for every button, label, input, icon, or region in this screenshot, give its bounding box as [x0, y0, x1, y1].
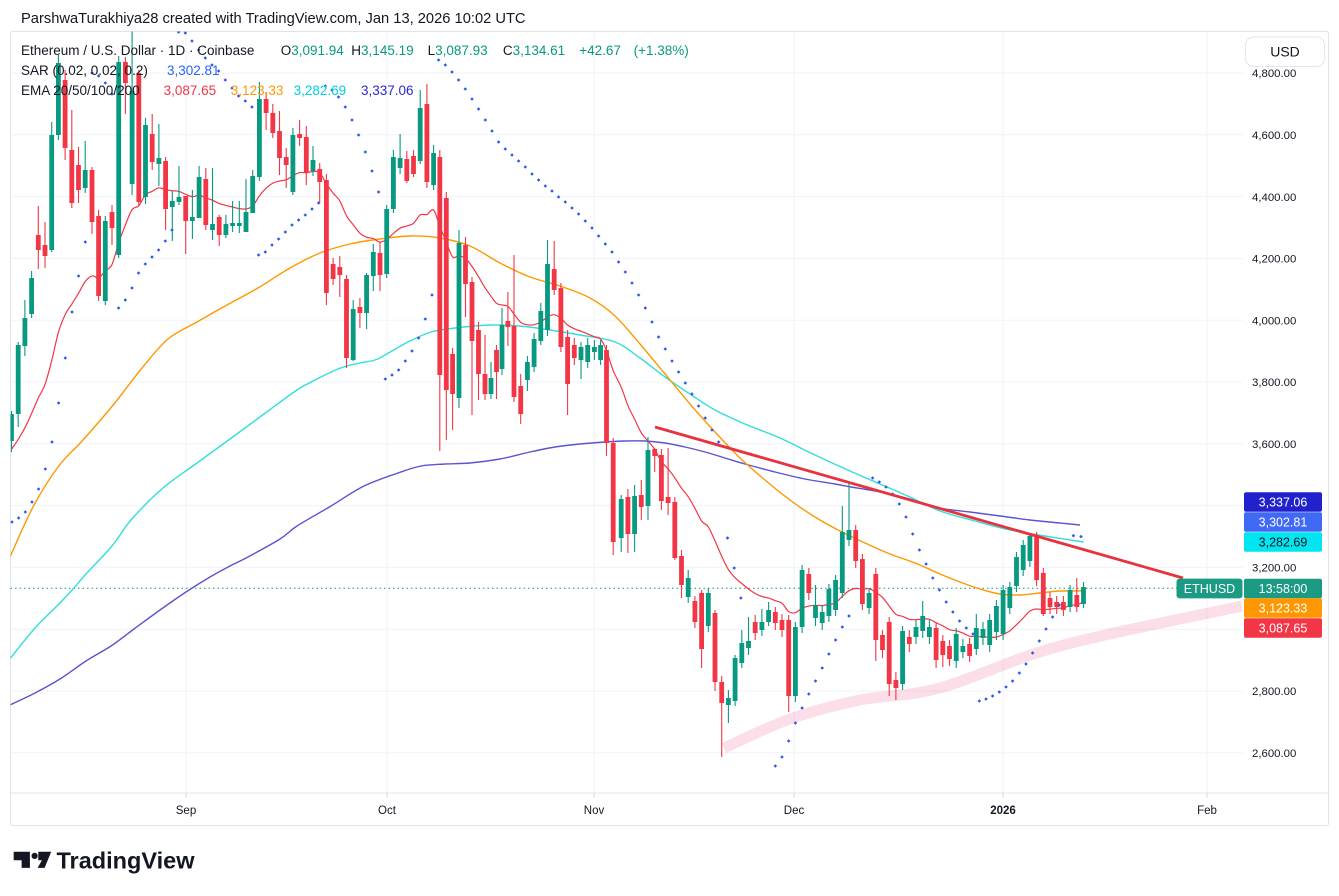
svg-text:USD: USD [1270, 44, 1300, 60]
svg-text:Nov: Nov [584, 805, 605, 817]
svg-text:Feb: Feb [1197, 805, 1217, 817]
svg-text:Sep: Sep [176, 805, 196, 817]
svg-text:4,200.00: 4,200.00 [1252, 254, 1296, 266]
svg-text:ParshwaTurakhiya28 created wit: ParshwaTurakhiya28 created with TradingV… [21, 11, 526, 27]
svg-text:Oct: Oct [378, 805, 397, 817]
svg-text:3,282.69: 3,282.69 [1259, 535, 1308, 549]
svg-text:TradingView: TradingView [57, 848, 196, 874]
svg-text:EMA 20/50/100/200 3,087.65 3,1: EMA 20/50/100/200 3,087.65 3,123.33 3,28… [21, 83, 414, 98]
svg-text:Dec: Dec [784, 805, 805, 817]
svg-text:2026: 2026 [990, 805, 1016, 817]
svg-text:4,600.00: 4,600.00 [1252, 130, 1296, 142]
svg-text:Ethereum / U.S. Dollar · 1D ·: Ethereum / U.S. Dollar · 1D · Coinbase [21, 43, 254, 58]
svg-text:3,800.00: 3,800.00 [1252, 377, 1296, 389]
svg-text:4,000.00: 4,000.00 [1252, 315, 1296, 327]
svg-text:3,337.06: 3,337.06 [1259, 495, 1308, 509]
svg-text:2,800.00: 2,800.00 [1252, 686, 1296, 698]
svg-text:4,800.00: 4,800.00 [1252, 68, 1296, 80]
svg-text:4,400.00: 4,400.00 [1252, 192, 1296, 204]
svg-text:2,600.00: 2,600.00 [1252, 748, 1296, 760]
svg-text:3,087.65: 3,087.65 [1259, 621, 1308, 635]
svg-text:13:58:00: 13:58:00 [1259, 582, 1308, 596]
svg-text:3,600.00: 3,600.00 [1252, 439, 1296, 451]
svg-text:ETHUSD: ETHUSD [1184, 582, 1235, 596]
svg-text:3,200.00: 3,200.00 [1252, 563, 1296, 575]
svg-text:SAR (0.02, 0.02, 0.2) 3,302.81: SAR (0.02, 0.02, 0.2) 3,302.81 [21, 63, 220, 78]
svg-text:3,123.33: 3,123.33 [1259, 601, 1308, 615]
svg-text:3,302.81: 3,302.81 [1259, 515, 1308, 529]
